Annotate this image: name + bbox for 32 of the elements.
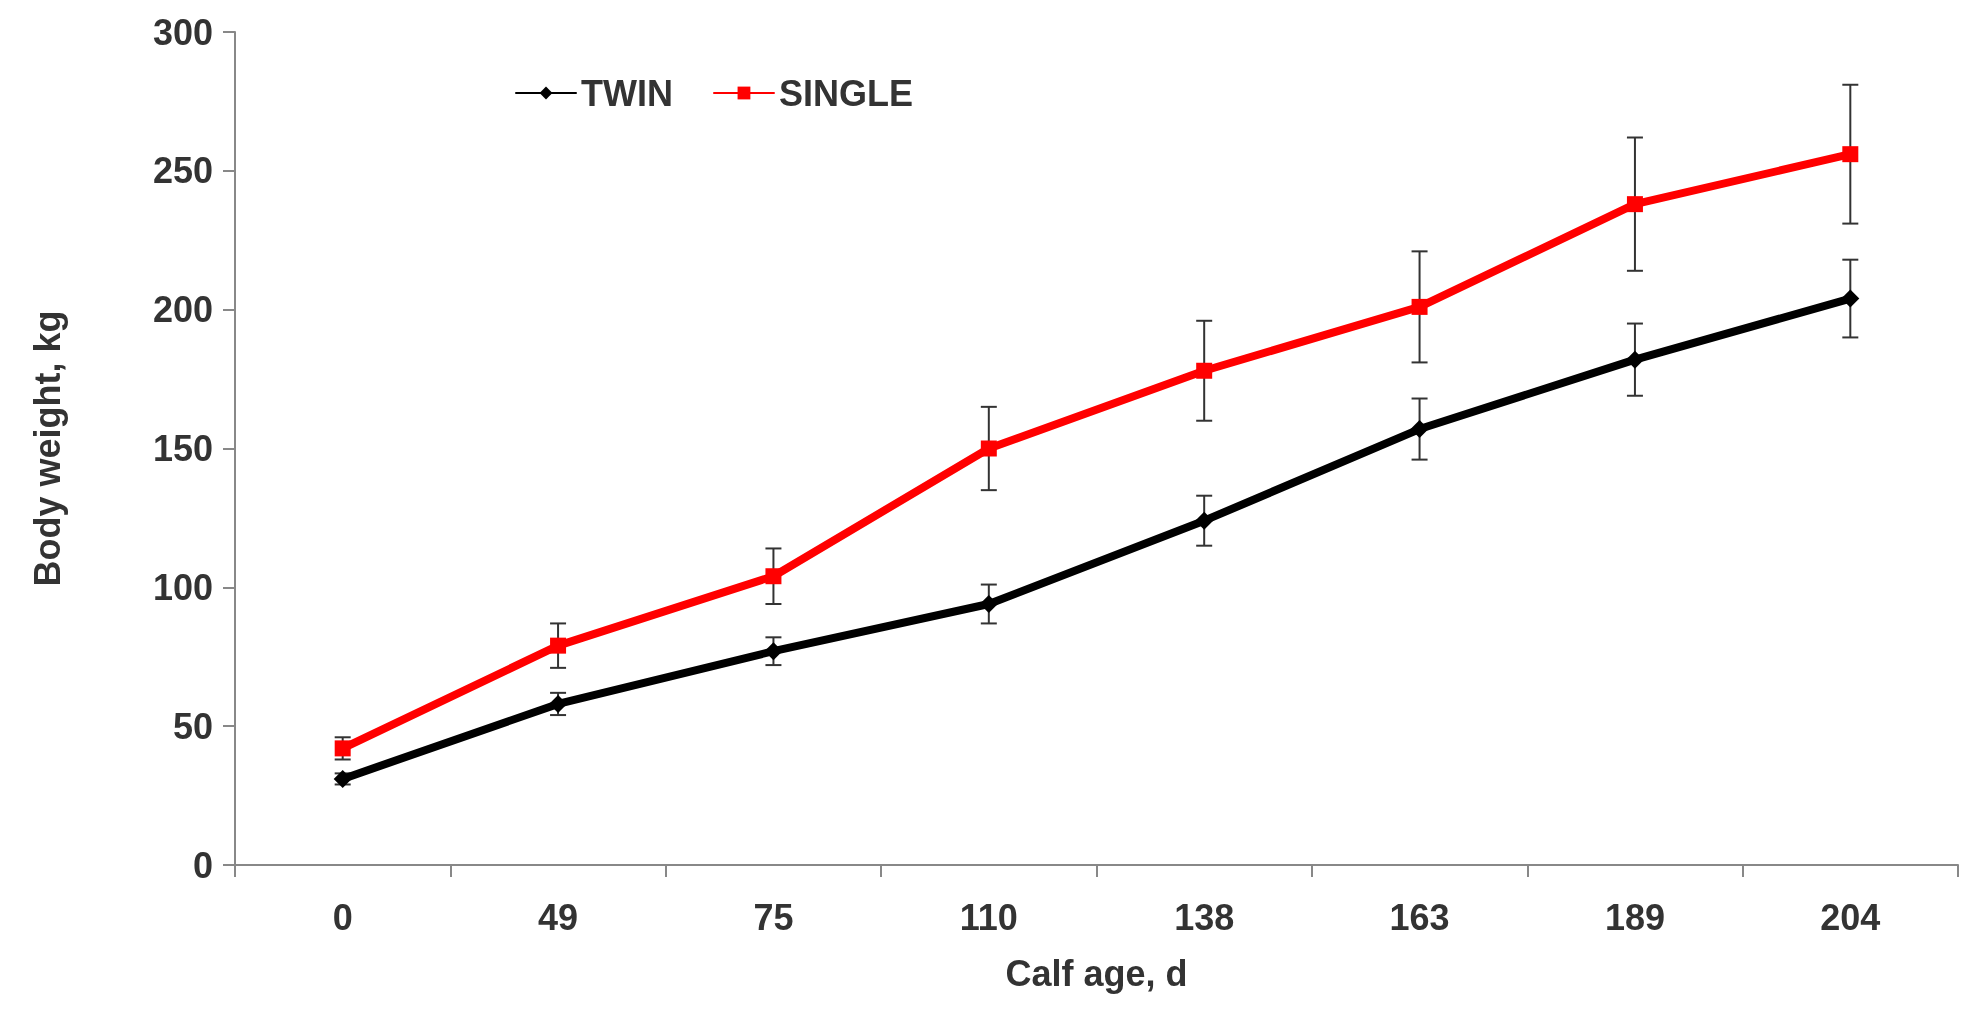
point bbox=[1195, 511, 1214, 530]
x-tick-label: 49 bbox=[538, 896, 579, 938]
point bbox=[1626, 196, 1643, 213]
point bbox=[1842, 146, 1859, 163]
point bbox=[1411, 298, 1428, 315]
x-tick-label: 138 bbox=[1174, 896, 1235, 938]
y-axis-title: Body weight, kg bbox=[26, 310, 68, 587]
legend-label: TWIN bbox=[581, 72, 673, 114]
point bbox=[1410, 420, 1429, 439]
y-tick-label: 100 bbox=[152, 566, 213, 608]
point bbox=[550, 637, 567, 654]
point bbox=[764, 642, 783, 661]
point bbox=[1625, 350, 1644, 369]
point bbox=[980, 440, 997, 457]
y-tick-label: 300 bbox=[152, 11, 213, 53]
legend-label: SINGLE bbox=[778, 72, 913, 114]
point bbox=[1841, 289, 1860, 308]
y-tick-label: 50 bbox=[172, 705, 213, 747]
point bbox=[1196, 362, 1213, 379]
x-tick-label: 0 bbox=[332, 896, 353, 938]
x-tick-label: 110 bbox=[959, 896, 1018, 938]
y-tick-label: 0 bbox=[192, 844, 213, 886]
y-tick-label: 250 bbox=[152, 150, 213, 192]
x-tick-label: 75 bbox=[753, 896, 794, 938]
y-tick-label: 150 bbox=[152, 428, 213, 469]
y-tick-label: 200 bbox=[152, 289, 213, 331]
x-tick-label: 189 bbox=[1604, 896, 1665, 938]
x-tick-label: 204 bbox=[1820, 896, 1881, 938]
x-axis-title: Calf age, d bbox=[1005, 952, 1188, 994]
point bbox=[334, 740, 351, 757]
point bbox=[765, 568, 782, 585]
x-tick-label: 163 bbox=[1389, 896, 1450, 938]
